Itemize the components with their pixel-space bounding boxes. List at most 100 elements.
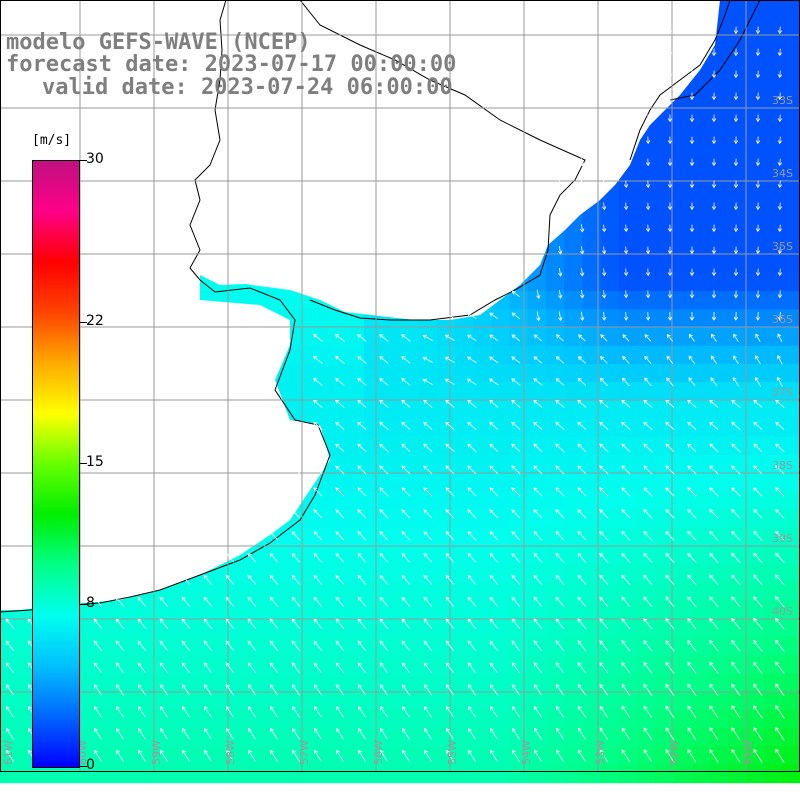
colorbar-tick-mark (79, 766, 87, 767)
wind-speed-cell (182, 655, 201, 674)
wind-arrow (775, 639, 785, 652)
wind-arrow (753, 530, 763, 541)
wind-arrow (467, 618, 477, 630)
wind-speed-cell (655, 418, 674, 438)
wind-speed-cell (309, 546, 329, 565)
wind-arrow (621, 552, 631, 563)
wind-speed-cell (291, 382, 310, 401)
wind-speed-cell (364, 546, 383, 565)
wind-arrow (577, 399, 587, 408)
wind-speed-cell (491, 382, 511, 401)
wind-arrow (94, 727, 102, 740)
wind-speed-cell (582, 455, 602, 474)
wind-arrow (226, 727, 234, 740)
wind-speed-cell (782, 728, 800, 747)
wind-speed-cell (673, 345, 693, 365)
wind-arrow (379, 684, 389, 696)
wind-arrow (313, 618, 323, 630)
wind-speed-cell (527, 455, 547, 474)
wind-arrow (467, 706, 476, 718)
wind-arrow (115, 684, 125, 696)
wind-speed-cell (582, 728, 602, 747)
wind-arrow (555, 552, 565, 563)
wind-arrow (313, 377, 323, 386)
wind-speed-cell (618, 546, 638, 565)
wind-arrow (667, 202, 673, 211)
wind-speed-cell (764, 655, 784, 674)
wind-speed-cell (728, 473, 747, 492)
wind-arrow (533, 705, 543, 718)
wind-speed-cell (364, 637, 383, 656)
wind-arrow (93, 662, 103, 674)
wind-speed-cell (582, 764, 602, 784)
wind-speed-cell (291, 564, 310, 583)
wind-speed-cell (564, 709, 583, 729)
wind-speed-cell (782, 509, 800, 529)
wind-arrow (643, 421, 653, 430)
wind-arrow (181, 574, 191, 585)
wind-speed-cell (746, 764, 765, 784)
wind-arrow (357, 640, 367, 652)
wind-arrow (335, 553, 345, 563)
wind-speed-cell (709, 327, 729, 347)
wind-arrow (555, 443, 565, 453)
wind-speed-cell (236, 691, 256, 711)
wind-speed-cell (455, 600, 474, 620)
wind-speed-cell (327, 327, 347, 347)
wind-arrow (467, 553, 477, 563)
wind-arrow (689, 114, 695, 123)
wind-arrow (533, 509, 543, 519)
wind-speed-cell (291, 746, 310, 765)
wind-speed-cell (473, 655, 492, 674)
wind-speed-cell (764, 509, 784, 529)
wind-arrow (467, 399, 477, 408)
wind-arrow (335, 443, 345, 453)
wind-speed-cell (691, 364, 711, 383)
wind-speed-cell (400, 509, 420, 529)
wind-arrow (401, 531, 411, 541)
wind-arrow (775, 552, 785, 564)
wind-speed-cell (564, 382, 583, 401)
wind-speed-cell (145, 637, 165, 656)
wind-arrow (555, 531, 565, 541)
wind-speed-cell (163, 691, 183, 711)
wind-arrow (709, 749, 719, 763)
wind-speed-cell (527, 436, 547, 456)
wind-arrow (511, 552, 521, 563)
wind-speed-cell (691, 637, 711, 656)
wind-arrow (731, 596, 741, 608)
wind-speed-cell (163, 600, 183, 620)
wind-speed-cell (455, 473, 474, 492)
wind-arrow (314, 749, 322, 762)
wind-arrow (203, 574, 213, 585)
wind-arrow (511, 312, 521, 320)
wind-speed-cell (709, 491, 729, 511)
wind-arrow (445, 553, 455, 563)
wind-speed-cell (782, 218, 800, 238)
wind-arrow (137, 640, 147, 652)
wind-speed-cell (273, 546, 292, 565)
wind-speed-cell (291, 527, 310, 547)
wind-speed-cell (546, 691, 565, 711)
wind-speed-cell (618, 764, 638, 784)
wind-speed-cell (509, 418, 529, 438)
wind-arrow (579, 224, 585, 233)
wind-speed-cell (91, 618, 110, 638)
wind-speed-cell (618, 673, 638, 693)
wind-arrow (555, 509, 565, 519)
wind-arrow (536, 311, 541, 322)
wind-speed-cell (309, 655, 329, 674)
wind-speed-cell (582, 218, 602, 238)
wind-speed-cell (673, 728, 693, 747)
wind-speed-cell (673, 546, 693, 565)
wind-speed-cell (400, 345, 420, 365)
wind-arrow (711, 202, 717, 211)
wind-speed-cell (564, 728, 583, 747)
wind-speed-cell (582, 509, 602, 529)
wind-speed-cell (273, 673, 292, 693)
wind-speed-cell (291, 655, 310, 674)
wind-arrow (203, 596, 213, 607)
wind-speed-cell (637, 600, 656, 620)
wind-arrow (292, 727, 300, 740)
wind-speed-cell (309, 673, 329, 693)
